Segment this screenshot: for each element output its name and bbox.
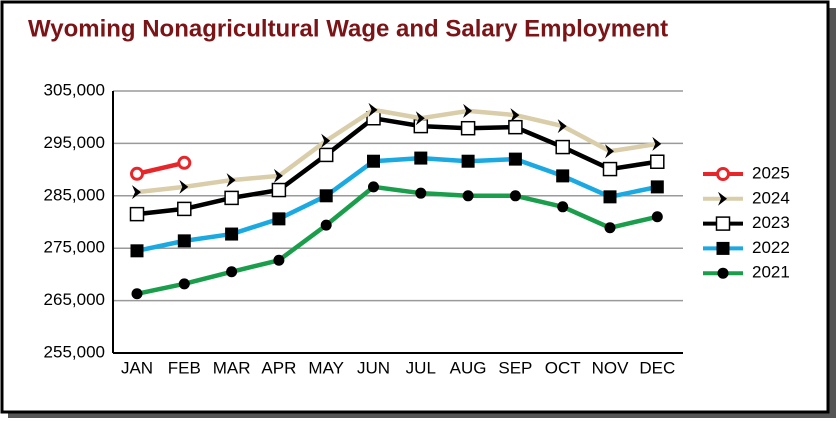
data-point [271,182,287,198]
data-point [132,185,141,200]
series-line [136,115,658,217]
data-point [462,190,474,202]
series-line [136,160,185,176]
data-point [508,119,523,135]
data-point [321,133,331,148]
legend-marker [717,267,729,279]
data-point [557,201,569,213]
data-point [368,181,379,193]
data-point [225,227,239,241]
data-point [318,147,334,163]
data-point [226,173,236,188]
legend-marker [718,191,727,206]
data-point [605,144,614,159]
data-point [604,222,616,234]
x-tick-label: JUL [406,358,436,377]
data-point [414,151,428,165]
data-point [273,168,283,183]
data-point [177,155,192,170]
y-tick-label: 285,000 [44,185,105,204]
x-tick-label: FEB [168,358,201,377]
x-tick-label: MAY [308,358,344,377]
x-tick-label: JAN [121,358,153,377]
y-tick-label: 265,000 [44,290,105,309]
legend-label: 2023 [752,213,790,232]
y-tick-label: 305,000 [44,80,105,99]
data-point [415,187,427,199]
data-point [510,108,520,123]
series-line [136,184,658,296]
x-tick-label: OCT [545,358,581,377]
data-point [463,103,473,118]
data-point [130,244,144,258]
data-point [651,211,663,223]
data-point [557,119,567,134]
x-tick-label: NOV [592,358,630,377]
data-point [555,139,570,155]
data-point [650,180,664,194]
x-tick-label: JUN [357,358,390,377]
data-point [509,190,521,202]
data-point [461,154,475,168]
x-tick-label: DEC [639,358,675,377]
data-point [650,154,665,169]
legend-label: 2022 [752,238,790,257]
legend-label: 2021 [752,263,790,282]
data-point [415,111,425,126]
data-point [130,166,144,181]
data-point [556,169,570,183]
chart-title: Wyoming Nonagricultural Wage and Salary … [28,15,668,42]
data-point [273,254,285,266]
legend-marker [715,216,731,231]
data-point [224,190,239,206]
data-point [320,219,332,231]
data-point [319,189,333,203]
x-tick-label: MAR [213,358,251,377]
legend-label: 2025 [752,163,790,182]
frame [0,0,830,414]
data-point [131,288,143,300]
series-line [136,155,658,254]
data-point [368,102,378,117]
legend-label: 2024 [752,188,790,207]
y-tick-label: 295,000 [44,133,105,152]
legend-marker [716,167,730,181]
x-tick-label: APR [261,358,296,377]
data-point [367,154,380,168]
data-point [177,201,192,217]
data-point [602,161,618,177]
y-tick-label: 275,000 [44,238,105,257]
data-point [177,234,191,248]
x-tick-label: AUG [450,358,487,377]
data-point [460,120,476,136]
data-point [179,179,189,194]
y-tick-label: 255,000 [44,342,105,361]
data-point [226,266,238,278]
data-point [508,152,522,166]
data-point [603,190,617,204]
data-point [129,206,145,222]
data-point [413,118,429,134]
data-point [272,212,286,226]
x-tick-label: SEP [498,358,532,377]
series-line [136,107,658,195]
legend-marker [716,241,730,255]
data-point [178,278,190,290]
data-point [652,136,662,151]
